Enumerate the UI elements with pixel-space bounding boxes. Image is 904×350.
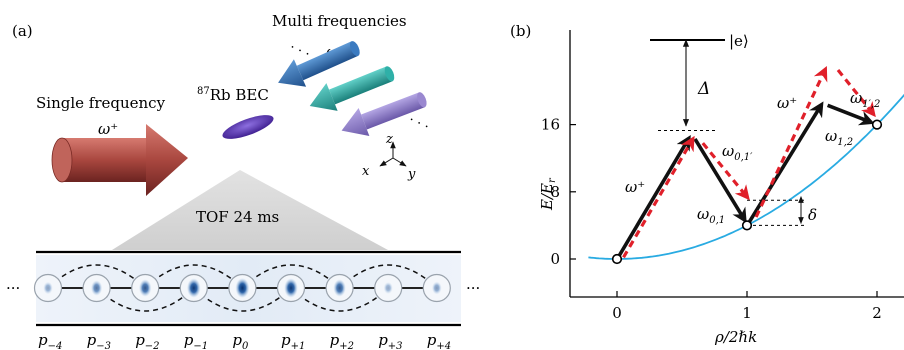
coordinate-axes: z x y	[362, 132, 416, 182]
momentum-spots	[33, 273, 451, 303]
solid-transition	[826, 103, 875, 126]
bec-name: Rb BEC	[210, 86, 269, 104]
x-axis-label: ρ/2ℏk	[714, 328, 757, 346]
momentum-states	[611, 119, 883, 265]
multi-frequency-beams	[278, 41, 427, 137]
atom-cloud	[235, 278, 250, 298]
single-frequency-label: Single frequency	[36, 94, 166, 112]
atom-cloud	[186, 278, 201, 298]
omega-01-label: ω0,1	[697, 205, 725, 226]
momentum-label: p+2	[330, 331, 354, 350]
bec-cloud	[222, 115, 274, 139]
transition-arrows	[617, 66, 876, 259]
atom-cloud	[43, 281, 53, 295]
x-tick-label: 0	[612, 304, 622, 322]
momentum-label: p−4	[38, 331, 62, 350]
atom-cloud	[90, 280, 103, 296]
panel-a: (a) Multi frequencies Single frequency ω…	[6, 12, 480, 350]
tof-cone	[112, 170, 388, 250]
omega-1p2-label: ω1′,2	[850, 89, 880, 110]
momentum-label: p−2	[135, 331, 159, 350]
atom-cloud	[333, 279, 346, 297]
omega-plus-label: ω⁺	[98, 120, 118, 138]
momentum-label: p−3	[87, 331, 111, 350]
axis-x-label: x	[362, 164, 370, 179]
omega-12-label: ω1,2	[825, 127, 853, 148]
x-tick-label: 2	[872, 304, 882, 322]
beam-purple	[341, 92, 427, 137]
momentum-label: p0	[232, 331, 249, 350]
small-detuning-label: δ	[808, 206, 817, 224]
momentum-state	[611, 253, 623, 265]
solid-transition	[747, 101, 824, 224]
beam-teal	[309, 66, 395, 111]
axis-z-label: z	[385, 132, 393, 147]
dots-upper: · · ·	[287, 40, 312, 62]
single-frequency-beam	[51, 124, 188, 196]
y-tick-label: 16	[541, 116, 560, 134]
momentum-label: p−1	[184, 331, 208, 350]
big-detuning-label: Δ	[697, 79, 710, 99]
panel-b-label: (b)	[510, 22, 531, 40]
momentum-label: p+4	[427, 331, 451, 350]
dashed-transition	[836, 68, 876, 118]
momentum-state	[871, 119, 883, 130]
atom-cloud	[284, 278, 298, 298]
solid-transition	[693, 137, 747, 224]
panel-b: (b) 0 8 16 0 1 2 E/Er ρ/2ℏk |e⟩ Δ δ ω⁺ ω⁺ ω0,…	[510, 22, 904, 346]
multi-frequencies-label: Multi frequencies	[272, 12, 407, 30]
momentum-labels: p−4 p−3 p−2 p−1 p0 p+1 p+2 p+3 p+4	[38, 331, 451, 350]
tof-label: TOF 24 ms	[196, 208, 279, 226]
excited-state-label: |e⟩	[729, 32, 749, 50]
panel-a-label: (a)	[12, 22, 33, 40]
dashed-transition	[622, 135, 695, 259]
omega-01p-label: ω0,1′	[722, 142, 753, 163]
momentum-state	[741, 220, 753, 231]
omega-plus-1-label: ω⁺	[625, 178, 645, 196]
omega-plus-2-label: ω⁺	[777, 94, 797, 112]
axis-ticks: 0 8 16 0 1 2	[541, 116, 882, 322]
atom-cloud	[383, 282, 393, 294]
solid-transition	[617, 134, 691, 257]
strip-ellipsis-left: ···	[6, 279, 20, 297]
momentum-label: p+1	[281, 331, 305, 350]
x-tick-label: 1	[742, 304, 752, 322]
bec-label: 87Rb BEC	[197, 86, 269, 104]
atom-cloud	[431, 281, 442, 295]
beam-blue	[278, 41, 360, 87]
strip-ellipsis-right: ···	[466, 279, 480, 297]
bec-isotope: 87	[197, 86, 210, 97]
y-tick-label: 8	[550, 183, 560, 201]
momentum-label: p+3	[378, 331, 402, 350]
atom-cloud	[138, 279, 152, 297]
dashed-transition	[754, 66, 828, 218]
y-axis-label: E/Er	[538, 177, 558, 211]
axis-y-label: y	[407, 167, 416, 182]
dots-lower: · · ·	[406, 113, 431, 135]
y-tick-label: 0	[550, 250, 560, 268]
